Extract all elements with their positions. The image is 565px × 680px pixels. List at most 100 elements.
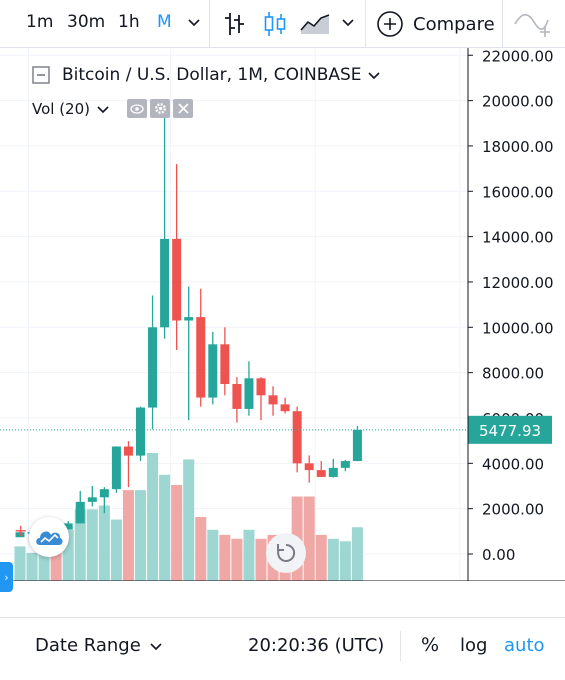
date-range-button[interactable]: Date Range xyxy=(35,635,163,656)
expand-drawing-toolbar-chevron-icon[interactable]: › xyxy=(0,562,13,592)
volume-bar xyxy=(327,538,339,581)
timeframe-dropdown-chevron-icon[interactable] xyxy=(188,14,200,36)
chart-style-dropdown-chevron-icon[interactable] xyxy=(342,14,354,36)
candle-body xyxy=(148,327,158,408)
toolbar-separator xyxy=(502,0,503,48)
compare-button[interactable]: Compare xyxy=(376,9,495,39)
compare-label: Compare xyxy=(413,13,495,35)
volume-bar xyxy=(86,509,98,581)
volume-dropdown-chevron-icon[interactable] xyxy=(96,102,110,116)
last-price-label: 5477.93 xyxy=(479,422,541,440)
tradingview-logo-button[interactable] xyxy=(29,517,69,557)
candle-body xyxy=(328,467,338,477)
volume-bar xyxy=(303,496,315,581)
toolbar-separator xyxy=(209,0,210,48)
plus-circle-icon xyxy=(377,11,403,37)
series-legend[interactable]: Bitcoin / U.S. Dollar, 1M, COINBASE xyxy=(32,65,381,85)
volume-bar xyxy=(231,538,243,581)
candle-body xyxy=(196,317,206,398)
eye-icon[interactable] xyxy=(127,99,148,118)
candle-body xyxy=(123,446,133,456)
volume-bar xyxy=(255,538,267,581)
candle-body xyxy=(304,463,314,471)
volume-legend[interactable]: Vol (20) xyxy=(32,99,194,118)
date-range-label: Date Range xyxy=(35,635,141,656)
volume-bar xyxy=(159,474,171,581)
utc-clock[interactable]: 20:20:36 (UTC) xyxy=(248,635,385,656)
candle-body xyxy=(87,497,97,502)
candle-body xyxy=(244,378,254,409)
volume-bar xyxy=(74,509,86,581)
volume-bar xyxy=(339,541,351,581)
candle-body xyxy=(352,429,362,462)
candle-body xyxy=(280,404,290,412)
add-plus-icon[interactable]: + xyxy=(14,521,28,540)
candle-body xyxy=(75,501,85,524)
top-toolbar: 1m 30m 1h M Compare xyxy=(0,0,565,48)
price-axis-label: 4000.00 xyxy=(482,455,544,473)
volume-bar xyxy=(26,552,38,581)
candle-body xyxy=(172,238,182,321)
candle-body xyxy=(15,532,25,538)
bar-chart-style-icon[interactable] xyxy=(222,10,246,42)
percent-scale-toggle[interactable]: % xyxy=(421,634,440,656)
bottom-separator xyxy=(400,631,401,661)
collapse-legend-icon[interactable] xyxy=(32,66,50,84)
price-axis-label: 16000.00 xyxy=(482,183,554,201)
volume-bar xyxy=(122,490,134,581)
volume-bar xyxy=(351,527,363,581)
gear-icon[interactable] xyxy=(150,99,171,118)
volume-bar xyxy=(50,537,62,581)
chart-area[interactable]: 22000.00 20000.00 18000.00 16000.00 14000.00… xyxy=(0,48,565,581)
volume-bar xyxy=(195,517,207,581)
symbol-dropdown-chevron-icon[interactable] xyxy=(367,68,381,82)
timeframe-1M[interactable]: M xyxy=(157,12,172,32)
bottom-bar: Date Range 20:20:36 (UTC) % log auto xyxy=(0,617,565,680)
candle-body xyxy=(232,383,242,409)
candle-body xyxy=(111,446,121,490)
auto-scale-toggle[interactable]: auto xyxy=(504,635,545,656)
price-axis-label: 20000.00 xyxy=(482,93,554,111)
candle-body xyxy=(220,344,230,384)
volume-bar xyxy=(134,490,147,581)
timeframe-30m[interactable]: 30m xyxy=(67,12,106,32)
candlestick-style-icon[interactable] xyxy=(262,10,288,42)
toolbar-separator xyxy=(365,0,366,48)
candle-body xyxy=(184,317,194,321)
timeframe-1m[interactable]: 1m xyxy=(26,12,54,32)
volume-bar xyxy=(171,485,183,581)
price-axis-label: 2000.00 xyxy=(482,501,544,519)
reset-chart-button[interactable] xyxy=(266,533,306,573)
price-axis-label: 12000.00 xyxy=(482,274,554,292)
candle-body xyxy=(340,461,350,468)
candle-body xyxy=(316,470,326,477)
volume-bar xyxy=(38,537,50,581)
candle-body xyxy=(160,238,170,328)
cloud-logo-icon xyxy=(36,531,63,545)
volume-bar xyxy=(219,534,231,581)
price-axis-label: 18000.00 xyxy=(482,138,554,156)
volume-bar xyxy=(98,505,110,581)
candle-body xyxy=(63,523,73,530)
price-axis-label: 14000.00 xyxy=(482,229,554,247)
log-scale-toggle[interactable]: log xyxy=(460,635,488,656)
volume-bar xyxy=(243,529,255,581)
close-icon[interactable] xyxy=(173,99,194,118)
volume-bar xyxy=(183,459,195,581)
date-range-chevron-icon xyxy=(150,642,162,650)
price-axis-label: 0.00 xyxy=(482,546,515,564)
price-chart[interactable]: 22000.00 20000.00 18000.00 16000.00 14000.00… xyxy=(0,48,565,581)
volume-bar xyxy=(207,529,219,581)
reset-icon xyxy=(277,543,296,562)
area-chart-style-icon[interactable] xyxy=(300,12,330,40)
timeframe-1h[interactable]: 1h xyxy=(118,12,140,32)
symbol-title[interactable]: Bitcoin / U.S. Dollar, 1M, COINBASE xyxy=(62,65,362,85)
volume-bar xyxy=(147,453,159,581)
price-axis-label: 8000.00 xyxy=(482,365,544,383)
candle-body xyxy=(268,395,278,405)
volume-bar xyxy=(110,519,122,581)
price-axis-label: 22000.00 xyxy=(482,48,554,65)
add-indicator-icon[interactable] xyxy=(514,10,554,42)
volume-indicator-label[interactable]: Vol (20) xyxy=(32,99,91,118)
candle-body xyxy=(256,378,266,396)
